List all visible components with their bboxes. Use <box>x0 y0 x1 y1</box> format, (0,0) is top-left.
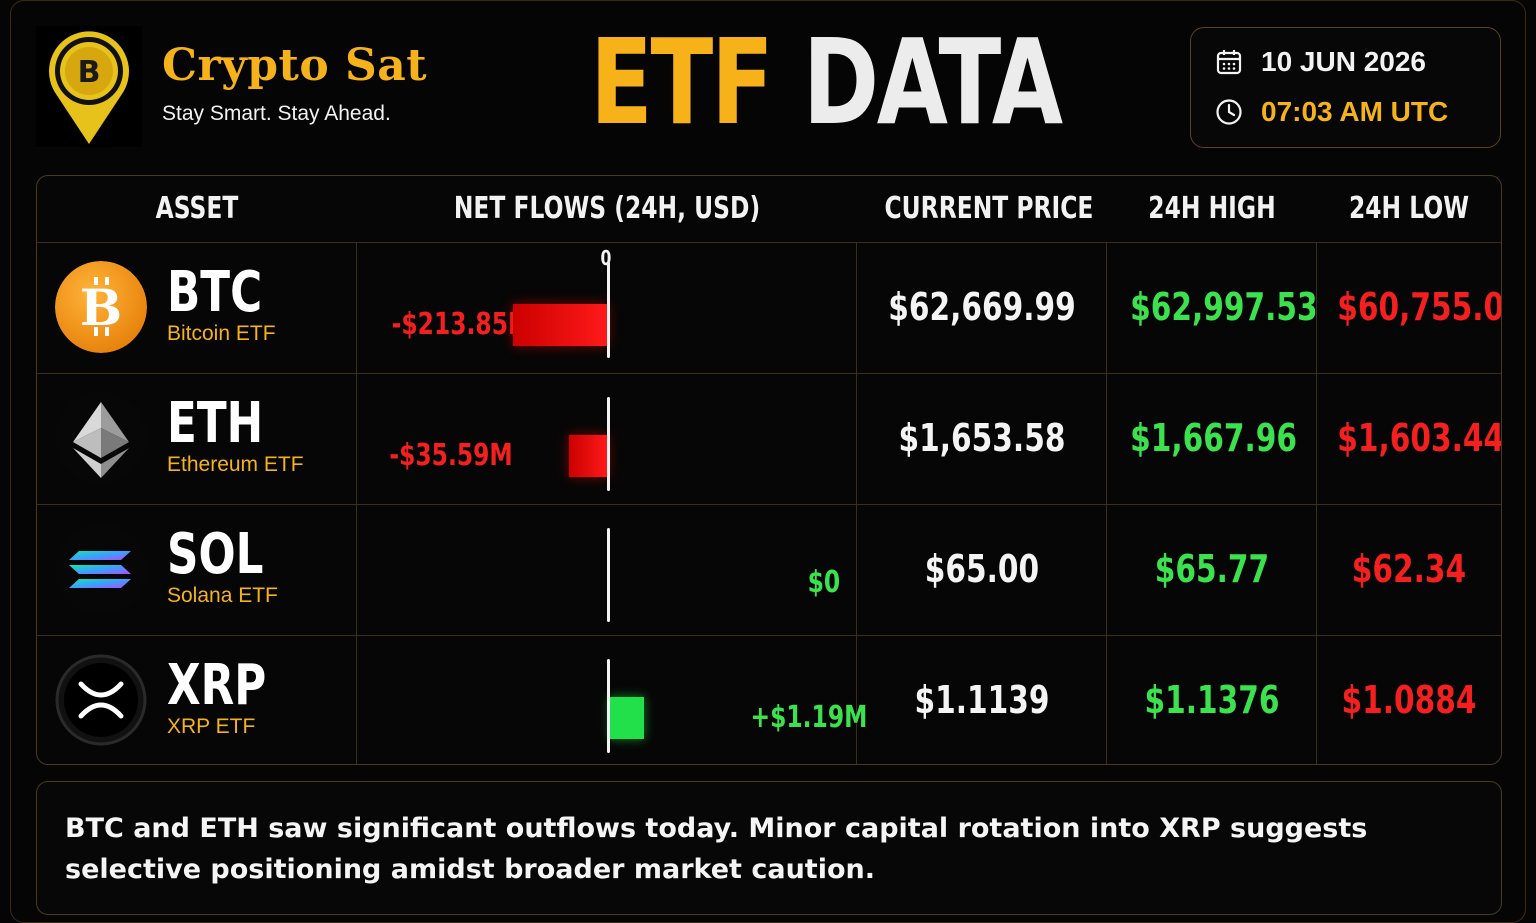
zero-axis-line <box>607 659 610 753</box>
divider <box>37 504 1501 505</box>
net-flow-bar <box>610 697 644 739</box>
net-flow-bar <box>513 304 608 346</box>
divider <box>856 242 857 764</box>
zero-axis-line <box>607 397 610 491</box>
ethereum-diamond-icon <box>55 392 147 484</box>
net-flow-label: $0 <box>807 565 841 600</box>
asset-symbol: BTC <box>167 260 263 325</box>
net-flow-label: +$1.19M <box>750 700 868 735</box>
calendar-icon <box>1216 50 1242 75</box>
xrp-x-icon <box>55 654 147 746</box>
time-text: 07:03 AM UTC <box>1261 96 1449 127</box>
24h-low: $1.0884 <box>1341 678 1477 722</box>
header-current-price: CURRENT PRICE <box>884 191 1094 226</box>
table-row-xrp: XRP XRP ETF +$1.19M $1.1139 $1.1376 $1.0… <box>37 635 1501 764</box>
zero-axis-line <box>607 528 610 622</box>
header-24h-low: 24H LOW <box>1348 191 1470 226</box>
date-text: 10 JUN 2026 <box>1261 46 1427 77</box>
divider <box>356 242 357 764</box>
divider <box>1316 242 1317 764</box>
time-row: 07:03 AM UTC <box>1215 96 1448 128</box>
brand-logo: B <box>36 26 142 147</box>
net-flow-label: -$35.59M <box>389 438 513 473</box>
date-row: 10 JUN 2026 <box>1215 46 1426 78</box>
zero-axis-label: 0 <box>600 246 612 270</box>
asset-name: Bitcoin ETF <box>167 322 276 345</box>
title-data: DATA <box>802 13 1063 151</box>
summary-text: BTC and ETH saw significant outflows tod… <box>65 813 1368 885</box>
bitcoin-location-pin-icon: B <box>49 31 130 144</box>
zero-axis-line <box>607 262 610 358</box>
divider <box>37 373 1501 374</box>
divider <box>37 635 1501 636</box>
svg-text:B: B <box>80 278 122 337</box>
current-price: $1.1139 <box>914 678 1050 722</box>
asset-symbol: SOL <box>167 522 264 587</box>
asset-symbol: ETH <box>167 391 264 456</box>
current-price: $65.00 <box>924 547 1040 591</box>
24h-high: $65.77 <box>1154 547 1270 591</box>
table-row-sol: SOL Solana ETF $0 $65.00 $65.77 $62.34 <box>37 504 1501 635</box>
bitcoin-coin-icon: B <box>55 261 147 353</box>
header-asset: ASSET <box>155 191 239 226</box>
page-title: ETF DATA <box>590 12 1063 152</box>
etf-table: ASSET NET FLOWS (24H, USD) CURRENT PRICE… <box>36 175 1502 765</box>
24h-low: $62.34 <box>1351 547 1467 591</box>
asset-name: Solana ETF <box>167 584 278 607</box>
24h-low: $1,603.44 <box>1337 416 1502 460</box>
net-flow-bar <box>569 435 608 477</box>
net-flow-label: -$213.85M <box>391 307 532 342</box>
datetime-box: 10 JUN 2026 07:03 AM UTC <box>1190 27 1501 148</box>
brand-tagline: Stay Smart. Stay Ahead. <box>162 102 391 125</box>
24h-high: $1.1376 <box>1144 678 1280 722</box>
24h-high: $1,667.96 <box>1130 416 1297 460</box>
header-net-flows: NET FLOWS (24H, USD) <box>453 191 761 226</box>
clock-icon <box>1216 99 1242 125</box>
24h-high: $62,997.53 <box>1130 285 1318 329</box>
brand-name: Crypto Sat <box>162 40 428 91</box>
svg-text:B: B <box>78 55 101 90</box>
divider <box>37 242 1501 243</box>
summary-box: BTC and ETH saw significant outflows tod… <box>36 781 1502 915</box>
title-etf: ETF <box>590 13 774 151</box>
table-row-eth: ETH Ethereum ETF -$35.59M $1,653.58 $1,6… <box>37 373 1501 504</box>
asset-symbol: XRP <box>167 653 267 718</box>
solana-bars-icon <box>55 523 147 615</box>
header-24h-high: 24H HIGH <box>1148 191 1276 226</box>
asset-name: XRP ETF <box>167 715 256 738</box>
asset-name: Ethereum ETF <box>167 453 304 476</box>
24h-low: $60,755.00 <box>1337 285 1501 329</box>
current-price: $62,669.99 <box>888 285 1076 329</box>
divider <box>1106 242 1107 764</box>
current-price: $1,653.58 <box>898 416 1066 460</box>
table-row-btc: B BTC Bitcoin ETF -$213.85M $62,669.99 $… <box>37 242 1501 373</box>
